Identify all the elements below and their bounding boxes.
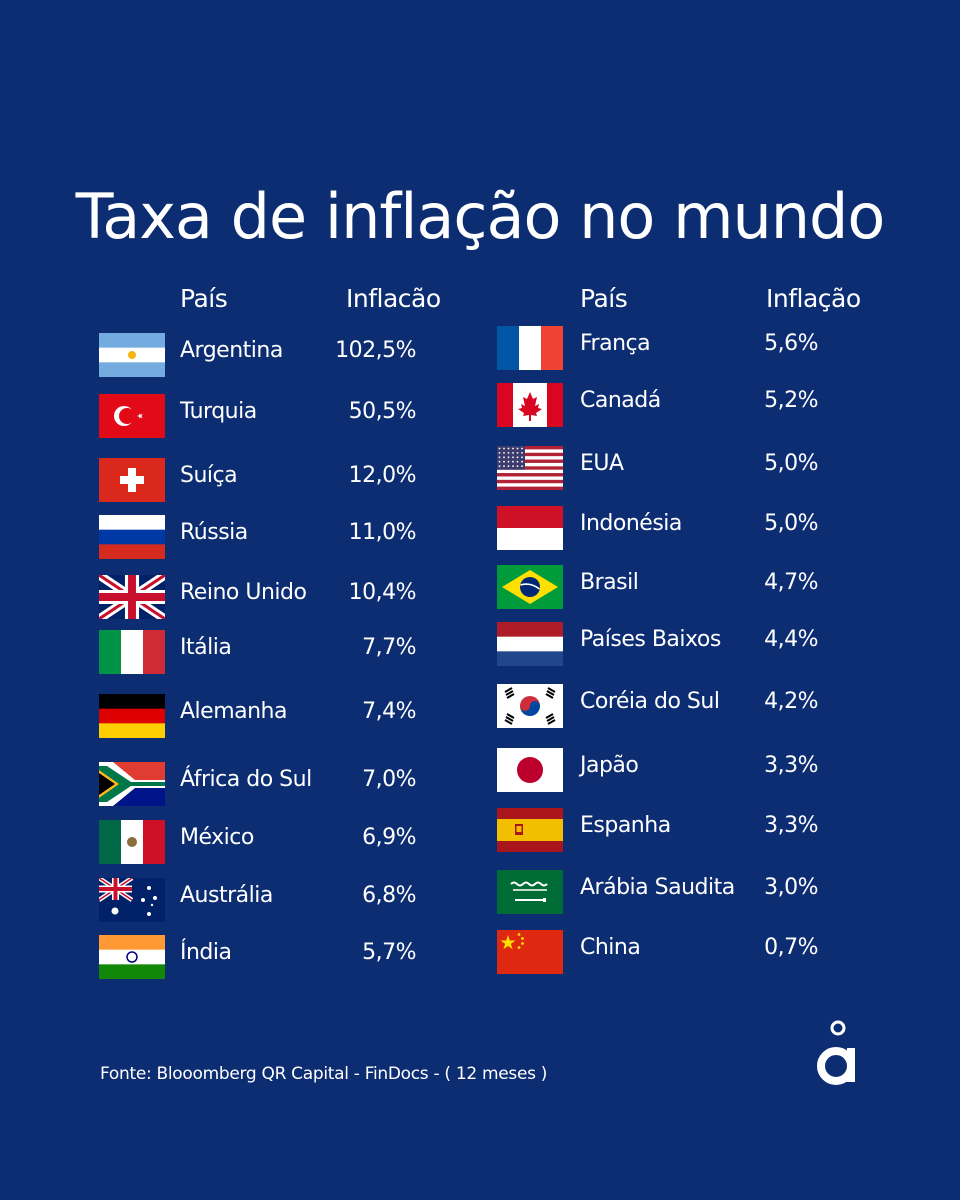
table-row-Alemanha: Alemanha 7,4% [0,694,960,738]
country-name: Austrália [180,883,273,908]
a-ring-logo-icon [812,1020,864,1088]
inflation-value: 10,4% [348,580,417,605]
switzerland-flag-icon [99,458,165,502]
china-flag-icon [497,930,563,974]
canada-flag-icon [497,383,563,427]
left-inflation-header: Inflacão [346,284,441,313]
country-name: Rússia [180,520,248,545]
source-footer: Fonte: Blooomberg QR Capital - FinDocs -… [100,1064,548,1084]
saudi-arabia-flag-icon [497,870,563,914]
inflation-value: 11,0% [348,520,417,545]
australia-flag-icon [99,878,165,922]
country-name: China [580,935,641,960]
india-flag-icon [99,935,165,979]
country-name: Espanha [580,813,671,838]
table-row-Turquia: Turquia 50,5% [0,394,960,438]
indonesia-flag-icon [497,506,563,550]
country-name: Argentina [180,338,283,363]
table-row-Indonésia: Indonésia 5,0% [0,506,960,550]
inflation-value: 7,7% [362,635,416,660]
table-row-Países Baixos: Países Baixos 4,4% [0,622,960,666]
table-row-Japão: Japão 3,3% [0,748,960,792]
country-name: Arábia Saudita [580,875,735,900]
inflation-value: 7,4% [362,699,416,724]
table-row-Índia: Índia 5,7% [0,935,960,979]
germany-flag-icon [99,694,165,738]
usa-flag-icon [497,446,563,490]
inflation-value: 4,4% [764,627,818,652]
italy-flag-icon [99,630,165,674]
brazil-flag-icon [497,565,563,609]
inflation-value: 50,5% [348,399,417,424]
inflation-value: 0,7% [764,935,818,960]
country-name: Índia [180,940,232,965]
russia-flag-icon [99,515,165,559]
inflation-value: 5,0% [764,511,818,536]
table-row-Argentina: Argentina 102,5% [0,333,960,377]
turkey-flag-icon [99,394,165,438]
uk-flag-icon [99,575,165,619]
table-row-Rússia: Rússia 11,0% [0,515,960,559]
japan-flag-icon [497,748,563,792]
country-name: Coréia do Sul [580,689,720,714]
country-name: França [580,331,651,356]
table-row-México: México 6,9% [0,820,960,864]
table-row-EUA: EUA 5,0% [0,446,960,490]
country-name: Turquia [180,399,257,424]
table-row-Canadá: Canadá 5,2% [0,383,960,427]
right-country-header: País [580,284,628,313]
france-flag-icon [497,326,563,370]
argentina-flag-icon [99,333,165,377]
south-korea-flag-icon [497,684,563,728]
south-africa-flag-icon [99,762,165,806]
table-row-Arábia Saudita: Arábia Saudita 3,0% [0,870,960,914]
table-row-China: China 0,7% [0,930,960,974]
country-name: Alemanha [180,699,287,724]
right-inflation-header: Inflação [766,284,861,313]
inflation-value: 12,0% [348,463,417,488]
table-row-Brasil: Brasil 4,7% [0,565,960,609]
inflation-value: 5,0% [764,451,818,476]
country-name: México [180,825,254,850]
table-row-Reino Unido: Reino Unido 10,4% [0,575,960,619]
inflation-value: 6,8% [362,883,416,908]
table-row-Suíça: Suíça 12,0% [0,458,960,502]
country-name: EUA [580,451,624,476]
table-row-Itália: Itália 7,7% [0,630,960,674]
inflation-value: 5,7% [362,940,416,965]
country-name: Reino Unido [180,580,307,605]
table-row-África do Sul: África do Sul 7,0% [0,762,960,806]
mexico-flag-icon [99,820,165,864]
country-name: Países Baixos [580,627,721,652]
inflation-value: 3,3% [764,753,818,778]
inflation-value: 5,6% [764,331,818,356]
left-country-header: País [180,284,228,313]
inflation-value: 6,9% [362,825,416,850]
country-name: Japão [580,753,639,778]
country-name: Indonésia [580,511,682,536]
country-name: Canadá [580,388,661,413]
inflation-value: 5,2% [764,388,818,413]
inflation-value: 4,7% [764,570,818,595]
inflation-value: 3,3% [764,813,818,838]
table-row-Coréia do Sul: Coréia do Sul 4,2% [0,684,960,728]
netherlands-flag-icon [497,622,563,666]
inflation-value: 102,5% [335,338,416,363]
country-name: Brasil [580,570,639,595]
inflation-value: 7,0% [362,767,416,792]
country-name: Suíça [180,463,238,488]
country-name: África do Sul [180,767,312,792]
inflation-value: 4,2% [764,689,818,714]
page-title: Taxa de inflação no mundo [75,180,886,253]
table-row-Espanha: Espanha 3,3% [0,808,960,852]
spain-flag-icon [497,808,563,852]
table-row-França: França 5,6% [0,326,960,370]
country-name: Itália [180,635,232,660]
table-row-Austrália: Austrália 6,8% [0,878,960,922]
inflation-value: 3,0% [764,875,818,900]
